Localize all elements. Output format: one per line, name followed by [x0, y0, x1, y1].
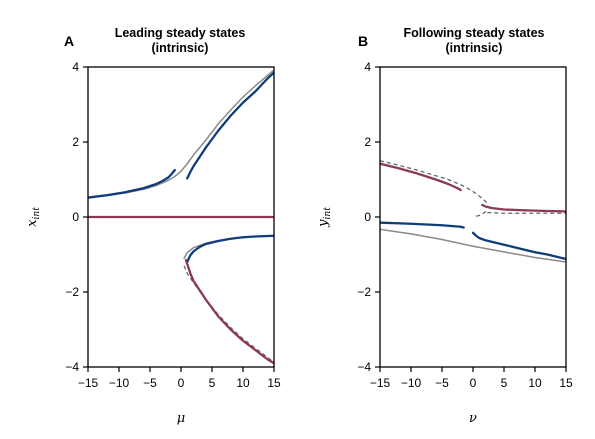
panel-b-y-tick-label: 2: [364, 135, 371, 149]
panel-label-a: A: [64, 33, 74, 49]
panel-b-y-tick-label: −2: [357, 285, 371, 299]
panel-a-series-line-7: [184, 258, 274, 365]
panel-b: B Following steady states (intrinsic) ν …: [316, 26, 573, 426]
panel-b-series-line-7: [471, 231, 566, 261]
panel-b-series-line-5: [481, 203, 566, 213]
panel-b-series-line-1: [380, 160, 490, 206]
panel-b-x-tick-label: −15: [370, 376, 391, 390]
panel-a-title-line-1: Leading steady states: [115, 26, 246, 40]
panel-b-y-axis-label: yint: [316, 207, 333, 228]
panel-a-x-tick-label: 0: [178, 376, 185, 390]
panel-b-series-line-6: [380, 221, 465, 229]
panel-b-x-tick-label: 10: [528, 376, 542, 390]
panel-a-title-line-2: (intrinsic): [152, 41, 209, 55]
panel-a-y-tick-label: −2: [65, 285, 79, 299]
panel-a-x-tick-label: −10: [109, 376, 130, 390]
panel-a-series-group: [88, 69, 274, 365]
panel-b-y-tick-label: 4: [364, 60, 371, 74]
panel-label-b: B: [358, 33, 368, 49]
panel-a-series-line-4: [88, 168, 176, 199]
panel-a-y-tick-label: 4: [72, 60, 79, 74]
panel-b-title-line-1: Following steady states: [403, 26, 544, 40]
panel-b-x-tick-label: 5: [501, 376, 508, 390]
panel-a-y-tick-label: 2: [72, 135, 79, 149]
panel-a-x-tick-label: −5: [143, 376, 157, 390]
panel-a-series-line-3: [183, 265, 274, 364]
panel-b-y-tick-label: −4: [357, 360, 371, 374]
panel-b-y-tick-label: 0: [364, 210, 371, 224]
panel-a-x-tick-label: 15: [267, 376, 281, 390]
panel-b-y-axis-label-main: y: [316, 219, 331, 228]
panel-b-series-line-3: [487, 211, 566, 214]
panel-a-series-line-6: [186, 234, 274, 264]
panel-a-series-line-5: [186, 71, 274, 180]
panel-a-series-line-1: [88, 69, 274, 199]
panel-a-y-tick-label: −4: [65, 360, 79, 374]
panel-b-x-axis-label: ν: [469, 411, 477, 426]
panel-b-series-line-4: [380, 162, 462, 192]
panel-b-x-tick-label: 15: [559, 376, 573, 390]
panel-a-y-tick-label: 0: [72, 210, 79, 224]
panel-b-series-line-0: [380, 228, 566, 263]
panel-a-y-axis-label-main: x: [25, 219, 40, 227]
panel-b-x-tick-label: −10: [401, 376, 422, 390]
panel-a-x-tick-label: 5: [209, 376, 216, 390]
panel-b-series-line-2: [475, 209, 488, 217]
panel-b-x-tick-label: −5: [435, 376, 449, 390]
panel-b-series-group: [380, 160, 566, 263]
panel-b-y-axis-label-sub: int: [323, 207, 333, 220]
panel-b-x-tick-label: 0: [470, 376, 477, 390]
panel-a-y-axis-label: xint: [25, 207, 42, 227]
panel-a-y-axis-label-sub: int: [32, 207, 42, 220]
panel-b-title-line-2: (intrinsic): [446, 41, 503, 55]
panel-b-plot-frame: [379, 66, 567, 368]
panel-a: A Leading steady states (intrinsic) μ xi…: [25, 26, 281, 426]
panel-a-x-axis-label: μ: [177, 411, 185, 426]
panel-a-x-tick-label: −15: [78, 376, 99, 390]
panel-a-x-tick-label: 10: [236, 376, 250, 390]
